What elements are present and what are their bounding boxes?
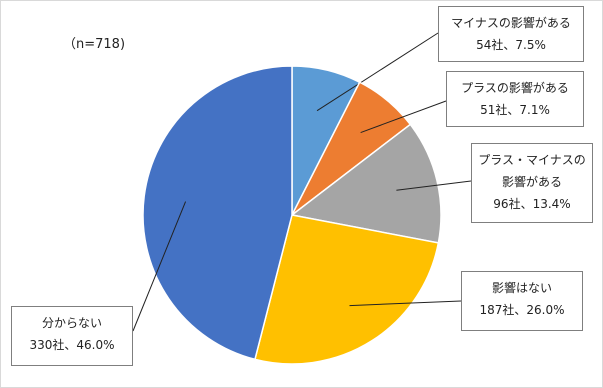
value-label: 187社、26.0% [479, 303, 565, 317]
data-label: プラスの影響がある 51社、7.1% [446, 71, 584, 127]
category-label: 影響はない [491, 281, 552, 295]
value-label: 51社、7.1% [480, 103, 550, 117]
pie-slice [142, 65, 293, 361]
data-label: 影響はない 187社、26.0% [461, 271, 583, 331]
data-label: 分からない 330社、46.0% [11, 306, 133, 366]
value-label: 330社、46.0% [29, 338, 115, 352]
leader-line [349, 300, 462, 307]
category-label: 分からない [41, 316, 102, 330]
category-label: プラス・マイナスの影響がある [478, 153, 586, 189]
value-label: 96社、13.4% [493, 197, 571, 211]
leader-line [360, 100, 447, 134]
pie-slice [290, 123, 442, 244]
data-label: プラス・マイナスの影響がある 96社、13.4% [471, 143, 593, 223]
value-label: 54社、7.5% [476, 38, 546, 52]
category-label: マイナスの影響がある [451, 16, 571, 30]
leader-line [396, 180, 472, 191]
pie-slice [254, 214, 440, 365]
sample-size: （n=718) [63, 37, 126, 52]
category-label: プラスの影響がある [461, 81, 569, 95]
data-label: マイナスの影響がある 54社、7.5% [438, 6, 584, 62]
leader-line [316, 32, 439, 112]
leader-line [132, 201, 187, 332]
